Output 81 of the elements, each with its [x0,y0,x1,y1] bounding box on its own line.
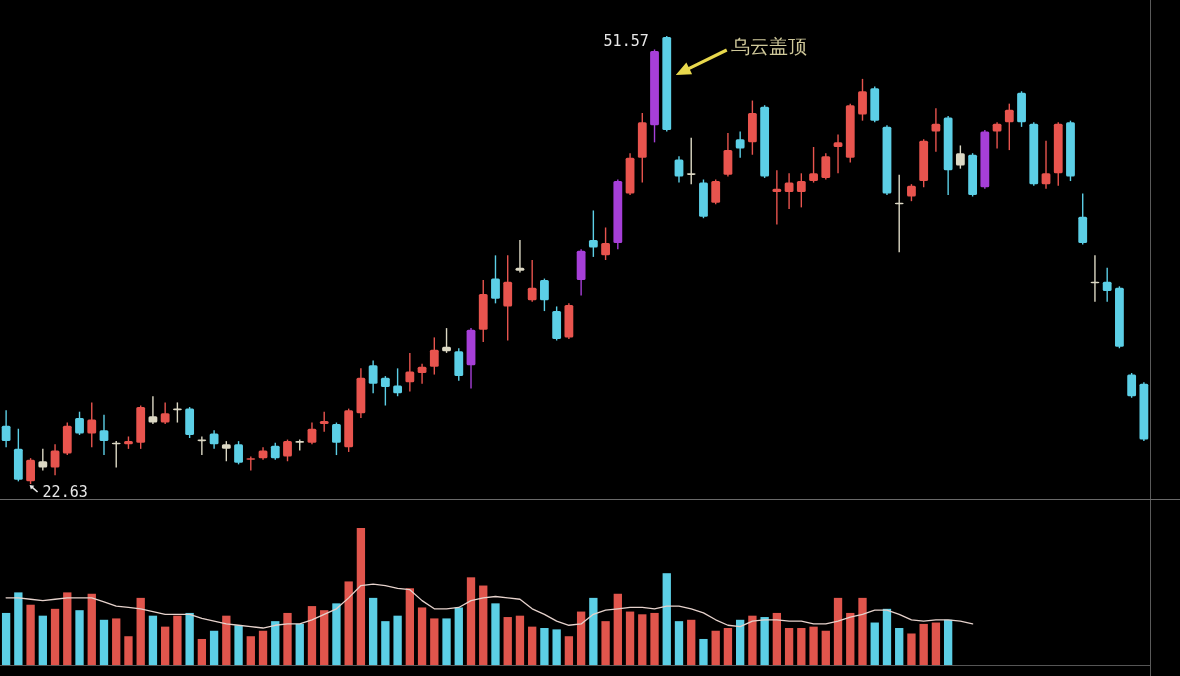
bar [417,607,427,665]
bar [528,626,537,665]
bar [846,612,855,665]
annotation: 乌云盖顶 [730,34,807,57]
bar [14,592,23,665]
bar [589,597,598,665]
bar [895,628,904,665]
bar [919,623,928,665]
bar [821,630,830,665]
bar [381,621,390,665]
bar [75,610,84,665]
bar [283,612,292,665]
bar [161,626,170,665]
bar [515,615,525,665]
bar [148,615,158,665]
bar [344,581,353,665]
bar [699,638,708,665]
bar [197,638,207,665]
bar [552,629,561,665]
bar [368,597,378,665]
bar [736,619,745,665]
bar [576,611,586,665]
bar [271,621,280,665]
bar [405,588,414,665]
bar [540,628,549,665]
bar [63,592,72,665]
bar [564,636,574,665]
bar [393,615,402,665]
bar [625,611,635,665]
bar [99,619,109,665]
bar [882,608,892,665]
bar [943,619,953,665]
bar [124,636,133,665]
bar [136,597,145,665]
bar [1,612,11,665]
bar [454,607,463,665]
bar [173,615,182,665]
bar [772,612,782,665]
bar [797,628,806,665]
bar [332,603,341,665]
annotation: 51.57 [603,32,649,50]
bar [87,593,96,665]
bar [112,618,121,665]
bar [662,573,671,665]
bar [503,617,512,665]
bar [711,630,720,665]
bar [246,636,255,665]
annotation: 22.63 [42,483,88,501]
bar [833,597,843,665]
bar [430,618,439,665]
bar [491,603,500,665]
bar [748,615,757,665]
bar [185,612,194,665]
bar [320,610,329,665]
bar [784,628,794,665]
bar [295,623,304,665]
bar [760,617,769,665]
bar [907,633,916,665]
bar [931,622,941,665]
bar [687,619,696,665]
bar [466,577,476,665]
bar [650,612,659,665]
bar [307,606,317,665]
bar [613,593,622,665]
bar [222,615,231,665]
bar [50,608,60,665]
bar [479,585,488,665]
bar [870,622,879,665]
bar [674,621,684,665]
bar [209,630,219,665]
bar [258,630,268,665]
bar [234,625,243,665]
bar [601,621,610,665]
bar [809,626,818,665]
bar [442,618,451,665]
bar [723,628,733,665]
bar [38,615,47,665]
bar [356,528,366,665]
bar [638,614,647,665]
bar [858,597,867,665]
bar [26,604,35,665]
